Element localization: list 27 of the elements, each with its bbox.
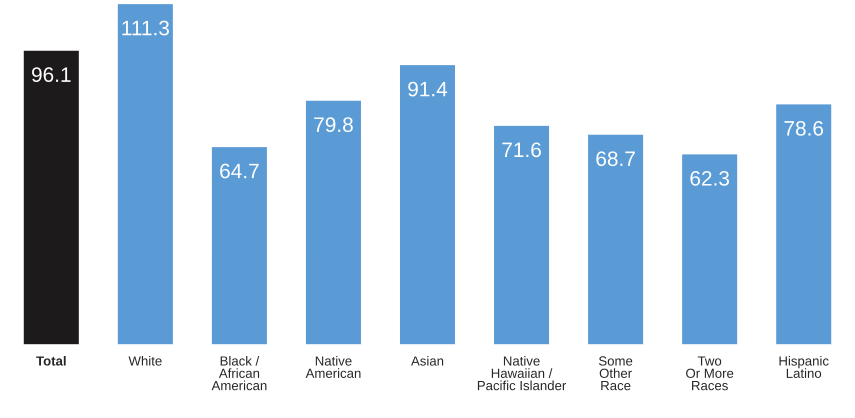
- data-label: 68.7: [596, 151, 635, 166]
- x-tick-label: White: [128, 356, 162, 366]
- bar: [210, 146, 268, 345]
- bar: [774, 103, 833, 345]
- data-label: 62.3: [690, 170, 730, 186]
- x-tick-label: Hispanic Latino: [779, 356, 829, 378]
- data-label: 79.8: [314, 117, 353, 132]
- data-label: 64.7: [220, 164, 259, 178]
- bar: [22, 49, 80, 345]
- data-label: 91.4: [408, 82, 448, 96]
- bar: [304, 99, 362, 345]
- bar: [116, 2, 174, 345]
- x-tick-label: Two Or More Races: [686, 356, 734, 390]
- x-tick-label: Asian: [411, 356, 444, 366]
- x-tick-label: Native Hawaiian / Pacific Islander: [478, 356, 566, 390]
- bar: [680, 153, 739, 345]
- data-label: 71.6: [502, 142, 541, 158]
- x-tick-label: Total: [36, 356, 66, 366]
- data-label: 111.3: [122, 20, 169, 36]
- bar: [492, 124, 550, 345]
- x-tick-label: Native American: [306, 356, 360, 378]
- data-label: 78.6: [784, 120, 824, 136]
- x-tick-label: Black / African American: [212, 356, 266, 390]
- x-tick-label: Some Other Race: [598, 356, 632, 390]
- bar: [586, 133, 645, 345]
- bar: [398, 64, 456, 345]
- data-label: 96.1: [32, 67, 71, 82]
